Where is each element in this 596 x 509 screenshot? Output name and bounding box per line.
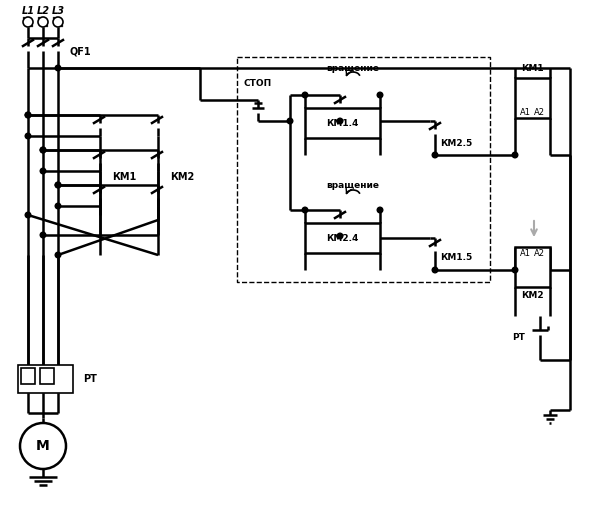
- Circle shape: [302, 207, 308, 213]
- Bar: [21, 368, 35, 384]
- Text: L3: L3: [51, 6, 64, 16]
- Circle shape: [40, 147, 46, 153]
- Circle shape: [40, 232, 46, 238]
- Text: КМ2.4: КМ2.4: [326, 234, 358, 242]
- Circle shape: [20, 423, 66, 469]
- Circle shape: [25, 112, 31, 118]
- Bar: [305, 108, 380, 138]
- Circle shape: [337, 233, 343, 239]
- Bar: [18, 365, 73, 393]
- Circle shape: [55, 203, 61, 209]
- Circle shape: [55, 65, 61, 71]
- Text: КМ1.5: КМ1.5: [440, 253, 472, 263]
- Circle shape: [512, 267, 518, 273]
- Text: L1: L1: [21, 6, 35, 16]
- Circle shape: [337, 118, 343, 124]
- Text: КМ1.4: КМ1.4: [326, 119, 358, 127]
- Text: СТОП: СТОП: [244, 78, 272, 88]
- Text: L2: L2: [36, 6, 49, 16]
- Circle shape: [25, 112, 31, 118]
- Text: A2: A2: [534, 107, 545, 117]
- Text: вращение: вращение: [327, 64, 380, 72]
- Circle shape: [55, 252, 61, 258]
- Text: КМ2: КМ2: [521, 292, 544, 300]
- Circle shape: [53, 17, 63, 27]
- Circle shape: [23, 17, 33, 27]
- Bar: [515, 78, 550, 118]
- Bar: [305, 223, 380, 253]
- Circle shape: [377, 92, 383, 98]
- Text: A1: A1: [520, 107, 531, 117]
- Text: КМ2.5: КМ2.5: [440, 138, 472, 148]
- Circle shape: [432, 267, 438, 273]
- Circle shape: [302, 92, 308, 98]
- Circle shape: [432, 152, 438, 158]
- Text: КМ1: КМ1: [521, 64, 544, 72]
- Text: вращение: вращение: [327, 181, 380, 189]
- Text: КМ1: КМ1: [112, 172, 136, 182]
- Circle shape: [512, 152, 518, 158]
- Circle shape: [25, 133, 31, 139]
- Circle shape: [40, 168, 46, 174]
- Circle shape: [55, 182, 61, 188]
- Circle shape: [55, 182, 61, 188]
- Text: РТ: РТ: [512, 332, 525, 342]
- Text: A1: A1: [520, 248, 531, 258]
- Bar: [40, 368, 54, 384]
- Circle shape: [377, 207, 383, 213]
- Circle shape: [40, 147, 46, 153]
- Text: M: M: [36, 439, 50, 453]
- Circle shape: [25, 212, 31, 218]
- Text: A2: A2: [534, 248, 545, 258]
- Circle shape: [287, 118, 293, 124]
- Text: КМ2: КМ2: [170, 172, 194, 182]
- Bar: [515, 247, 550, 287]
- Text: РТ: РТ: [83, 374, 97, 384]
- Circle shape: [38, 17, 48, 27]
- Text: QF1: QF1: [70, 46, 92, 56]
